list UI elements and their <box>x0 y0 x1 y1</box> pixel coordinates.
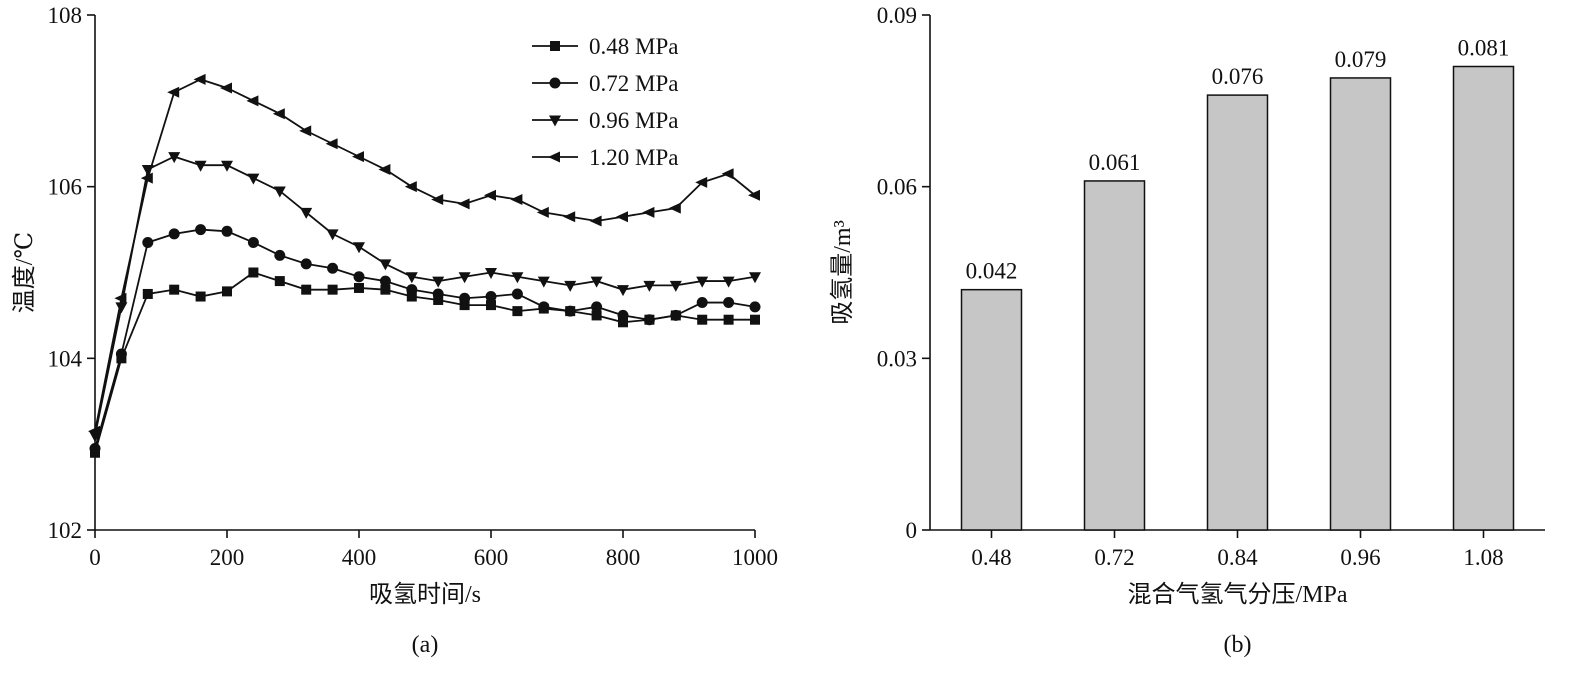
svg-text:吸氢量/m³: 吸氢量/m³ <box>829 220 856 325</box>
svg-text:102: 102 <box>48 518 83 543</box>
svg-text:0.09: 0.09 <box>877 3 917 28</box>
svg-text:0.96: 0.96 <box>1340 545 1380 570</box>
svg-text:0.03: 0.03 <box>877 346 917 371</box>
svg-text:吸氢时间/s: 吸氢时间/s <box>369 581 481 608</box>
svg-text:800: 800 <box>606 545 641 570</box>
svg-text:0.84: 0.84 <box>1217 545 1258 570</box>
svg-text:0.076: 0.076 <box>1212 64 1264 89</box>
svg-text:106: 106 <box>48 175 83 200</box>
svg-text:200: 200 <box>210 545 245 570</box>
svg-text:0.079: 0.079 <box>1335 47 1387 72</box>
svg-text:1.20 MPa: 1.20 MPa <box>589 145 678 170</box>
line-chart-temperature-vs-time: 102 104 106 108 0 200 400 600 800 1000 吸氢时间/s 温度/℃ 0… <box>11 3 778 608</box>
svg-text:0: 0 <box>906 518 918 543</box>
svg-text:0.96 MPa: 0.96 MPa <box>589 108 678 133</box>
svg-text:0.72 MPa: 0.72 MPa <box>589 71 678 96</box>
svg-text:1000: 1000 <box>732 545 778 570</box>
svg-text:1.08: 1.08 <box>1463 545 1503 570</box>
caption-b: (b) <box>1223 632 1252 658</box>
svg-text:108: 108 <box>48 3 83 28</box>
svg-text:0.72: 0.72 <box>1094 545 1134 570</box>
svg-text:0.042: 0.042 <box>966 259 1018 284</box>
svg-text:0.48: 0.48 <box>971 545 1011 570</box>
svg-text:0: 0 <box>89 545 101 570</box>
caption-a: (a) <box>411 632 439 658</box>
bar-chart-absorption-vs-pressure: 0 0.03 0.06 0.09 0.042 0.48 0.061 0.72 0.076 0.84… <box>829 3 1545 608</box>
svg-text:400: 400 <box>342 545 377 570</box>
svg-text:混合气氢气分压/MPa: 混合气氢气分压/MPa <box>1127 581 1347 608</box>
svg-text:104: 104 <box>48 346 83 371</box>
svg-text:0.06: 0.06 <box>877 175 917 200</box>
svg-text:0.48 MPa: 0.48 MPa <box>589 34 678 59</box>
svg-text:温度/℃: 温度/℃ <box>11 232 38 314</box>
svg-text:0.061: 0.061 <box>1089 150 1141 175</box>
svg-text:0.081: 0.081 <box>1458 36 1510 61</box>
svg-text:600: 600 <box>474 545 509 570</box>
figure-panel-b: 0 0.03 0.06 0.09 0.042 0.48 0.061 0.72 0.076 0.84… <box>795 0 1590 677</box>
figure-panel-a: 102 104 106 108 0 200 400 600 800 1000 吸氢时间/s 温度/℃ 0… <box>11 3 778 658</box>
